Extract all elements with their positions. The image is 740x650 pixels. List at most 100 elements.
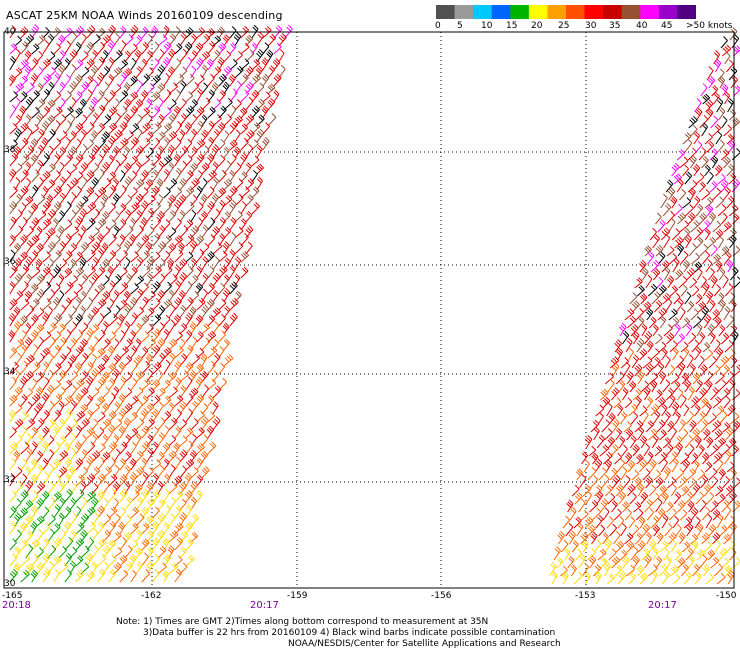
wind-barb [713, 452, 723, 465]
wind-barb [101, 402, 110, 415]
wind-barb [664, 522, 673, 537]
wind-barb [174, 217, 182, 231]
wind-barb [664, 297, 673, 313]
wind-barb [684, 171, 693, 185]
wind-barb [162, 569, 170, 583]
wind-barb [679, 156, 689, 169]
colorbar-swatch [584, 5, 604, 19]
wind-barb [130, 105, 138, 119]
wind-barb [699, 554, 708, 569]
wind-barb [157, 512, 166, 527]
wind-barb [185, 105, 195, 119]
wind-barb [680, 284, 688, 297]
wind-barb [653, 469, 661, 481]
wind-barb [108, 233, 117, 247]
wind-barb [190, 209, 197, 223]
wind-barb [634, 477, 643, 489]
wind-barb [108, 441, 118, 455]
wind-barb [36, 128, 45, 143]
wind-barb [218, 187, 227, 199]
wind-barb [113, 112, 122, 127]
wind-barb [64, 219, 73, 231]
wind-barb [713, 50, 721, 65]
wind-barb [267, 97, 276, 111]
wind-barb [58, 323, 66, 335]
lon-label-153: -153 [575, 591, 596, 601]
wind-barb [9, 441, 18, 455]
wind-barb [724, 339, 734, 353]
wind-barb [631, 354, 640, 369]
wind-barb [9, 104, 17, 119]
wind-barb [113, 258, 121, 271]
wind-barb [218, 282, 226, 295]
wind-barb [262, 91, 271, 103]
wind-barb [163, 186, 171, 199]
wind-barb [229, 185, 238, 199]
wind-barb [641, 410, 649, 425]
wind-barb [163, 473, 171, 487]
wind-barb [9, 216, 17, 231]
wind-barb [47, 528, 55, 543]
wind-barb [207, 378, 217, 391]
lon-label-162: -162 [141, 591, 162, 601]
wind-barb [639, 405, 648, 417]
wind-barb [648, 484, 657, 497]
wind-barb [42, 521, 51, 535]
wind-barb [146, 338, 156, 351]
wind-barb [91, 227, 100, 239]
wind-barb [278, 48, 285, 63]
wind-barb [196, 185, 203, 199]
wind-barb [36, 434, 44, 447]
wind-barb [146, 368, 154, 383]
wind-barb [719, 524, 728, 537]
wind-barb [124, 464, 132, 479]
wind-barb [20, 539, 29, 551]
wind-barb [58, 386, 66, 399]
wind-barb [207, 217, 216, 231]
wind-barb [256, 176, 264, 191]
wind-barb [152, 185, 160, 199]
wind-barb [727, 98, 734, 113]
wind-barb [152, 201, 161, 215]
wind-barb [620, 522, 627, 537]
wind-barb [190, 387, 199, 399]
wind-barb [36, 66, 44, 79]
wind-barb [675, 269, 684, 281]
wind-barb [42, 471, 50, 487]
wind-barb [58, 353, 67, 367]
wind-barb [641, 548, 650, 561]
wind-barb [75, 522, 85, 535]
wind-barb [179, 209, 186, 223]
wind-barb [146, 387, 155, 399]
wind-barb [628, 572, 637, 585]
wind-barb [655, 212, 662, 225]
wind-barb [157, 451, 165, 463]
wind-barb [621, 444, 628, 457]
wind-barb [717, 204, 727, 217]
wind-barb [190, 114, 198, 127]
wind-barb [600, 388, 609, 401]
wind-barb [196, 139, 206, 151]
wind-barb [91, 112, 100, 127]
wind-barb [42, 376, 50, 391]
wind-barb [639, 435, 648, 449]
wind-barb [190, 466, 199, 479]
wind-barb [706, 66, 714, 81]
wind-barb [130, 201, 140, 215]
wind-barb [113, 433, 120, 447]
wind-barb [53, 90, 62, 103]
wind-barb [130, 75, 138, 87]
wind-barb [36, 547, 44, 559]
wind-barb [196, 442, 205, 455]
wind-barb [140, 200, 149, 215]
wind-barb [648, 564, 658, 577]
lat-label-30: 30 [4, 579, 16, 589]
wind-barb [135, 399, 143, 415]
wind-barb [167, 544, 175, 559]
wind-barb [594, 571, 602, 585]
wind-barb [19, 105, 27, 119]
wind-barb [200, 353, 208, 367]
wind-barb [9, 25, 17, 39]
wind-barb [64, 473, 71, 487]
wind-barb [157, 160, 165, 175]
